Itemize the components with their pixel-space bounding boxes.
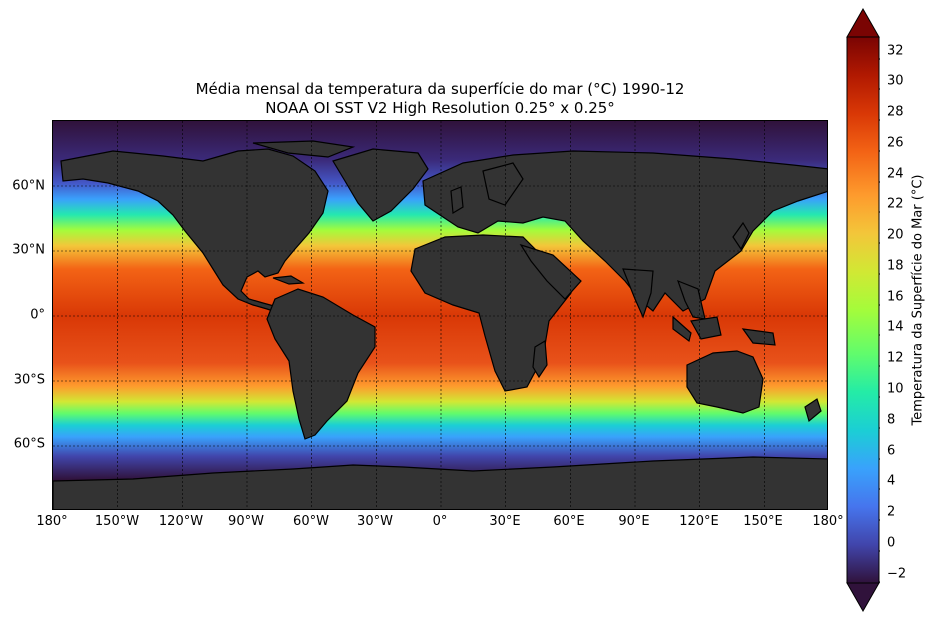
colorbar-tick-label: 30 xyxy=(887,73,904,89)
australia xyxy=(686,350,764,414)
arabian-peninsula xyxy=(519,243,582,300)
x-tick-150e: 150°E xyxy=(743,514,783,529)
antarctica xyxy=(53,456,827,509)
x-tick-90e: 90°E xyxy=(618,514,650,529)
x-tick-180w: 180° xyxy=(36,514,68,529)
y-tick-60s: 60°S xyxy=(13,436,45,452)
colorbar-tick-label: 0 xyxy=(887,535,896,551)
colorbar-tick-label: 6 xyxy=(887,443,896,459)
colorbar-tick-label: 2 xyxy=(887,504,896,520)
british-isles xyxy=(450,186,464,215)
colorbar-gradient xyxy=(846,36,880,584)
scandinavia xyxy=(482,162,524,206)
colorbar-top-extend xyxy=(846,7,880,38)
y-tick-60n: 60°N xyxy=(12,178,45,194)
colorbar-tick-label: −2 xyxy=(887,566,907,582)
colorbar-tick-label: 14 xyxy=(887,319,904,335)
colorbar-tick-label: 4 xyxy=(887,473,896,489)
cuba xyxy=(272,275,305,285)
colorbar-tick-label: 16 xyxy=(887,289,904,305)
x-tick-0: 0° xyxy=(432,514,448,529)
colorbar-tick-label: 32 xyxy=(887,43,904,59)
colorbar-bottom-extend xyxy=(846,582,880,613)
colorbar-tick-label: 24 xyxy=(887,166,904,182)
colorbar-tick-label: 18 xyxy=(887,258,904,274)
graticule xyxy=(53,121,827,509)
sumatra xyxy=(672,315,692,343)
x-tick-90w: 90°W xyxy=(228,514,264,529)
x-tick-120w: 120°W xyxy=(158,514,204,529)
x-tick-150w: 150°W xyxy=(94,514,140,529)
x-tick-30e: 30°E xyxy=(489,514,521,529)
sst-map xyxy=(52,120,828,510)
x-tick-30w: 30°W xyxy=(357,514,393,529)
new-zealand xyxy=(804,398,822,423)
new-guinea xyxy=(741,328,776,346)
arctic-islands xyxy=(252,140,356,158)
colorbar xyxy=(846,7,883,616)
eurasia xyxy=(422,150,827,312)
greenland xyxy=(332,148,429,222)
x-tick-60e: 60°E xyxy=(553,514,585,529)
x-tick-120e: 120°E xyxy=(679,514,719,529)
colorbar-tick-label: 26 xyxy=(887,135,904,151)
colorbar-title: Temperatura da Superfície do Mar (°C) xyxy=(910,174,926,426)
borneo xyxy=(690,316,722,340)
india xyxy=(622,268,654,319)
y-tick-30s: 30°S xyxy=(13,372,45,388)
japan xyxy=(732,221,750,251)
north-america xyxy=(60,148,329,315)
land-masses xyxy=(53,140,827,509)
map-title: Média mensal da temperatura da superfíci… xyxy=(52,80,828,118)
madagascar xyxy=(532,339,548,379)
colorbar-tick-label: 28 xyxy=(887,104,904,120)
colorbar-tick-label: 12 xyxy=(887,350,904,366)
x-tick-60w: 60°W xyxy=(293,514,329,529)
africa xyxy=(410,234,572,392)
colorbar-tick-label: 8 xyxy=(887,412,896,428)
colorbar-tick-label: 10 xyxy=(887,381,904,397)
title-line-2: NOAA OI SST V2 High Resolution 0.25° x 0… xyxy=(265,99,615,117)
south-america xyxy=(266,288,376,440)
colorbar-tick-label: 20 xyxy=(887,227,904,243)
x-tick-180e: 180° xyxy=(812,514,844,529)
y-tick-30n: 30°N xyxy=(12,242,45,258)
colorbar-tick-label: 22 xyxy=(887,196,904,212)
title-line-1: Média mensal da temperatura da superfíci… xyxy=(195,80,685,98)
indochina xyxy=(676,279,706,320)
y-tick-0: 0° xyxy=(30,307,45,323)
